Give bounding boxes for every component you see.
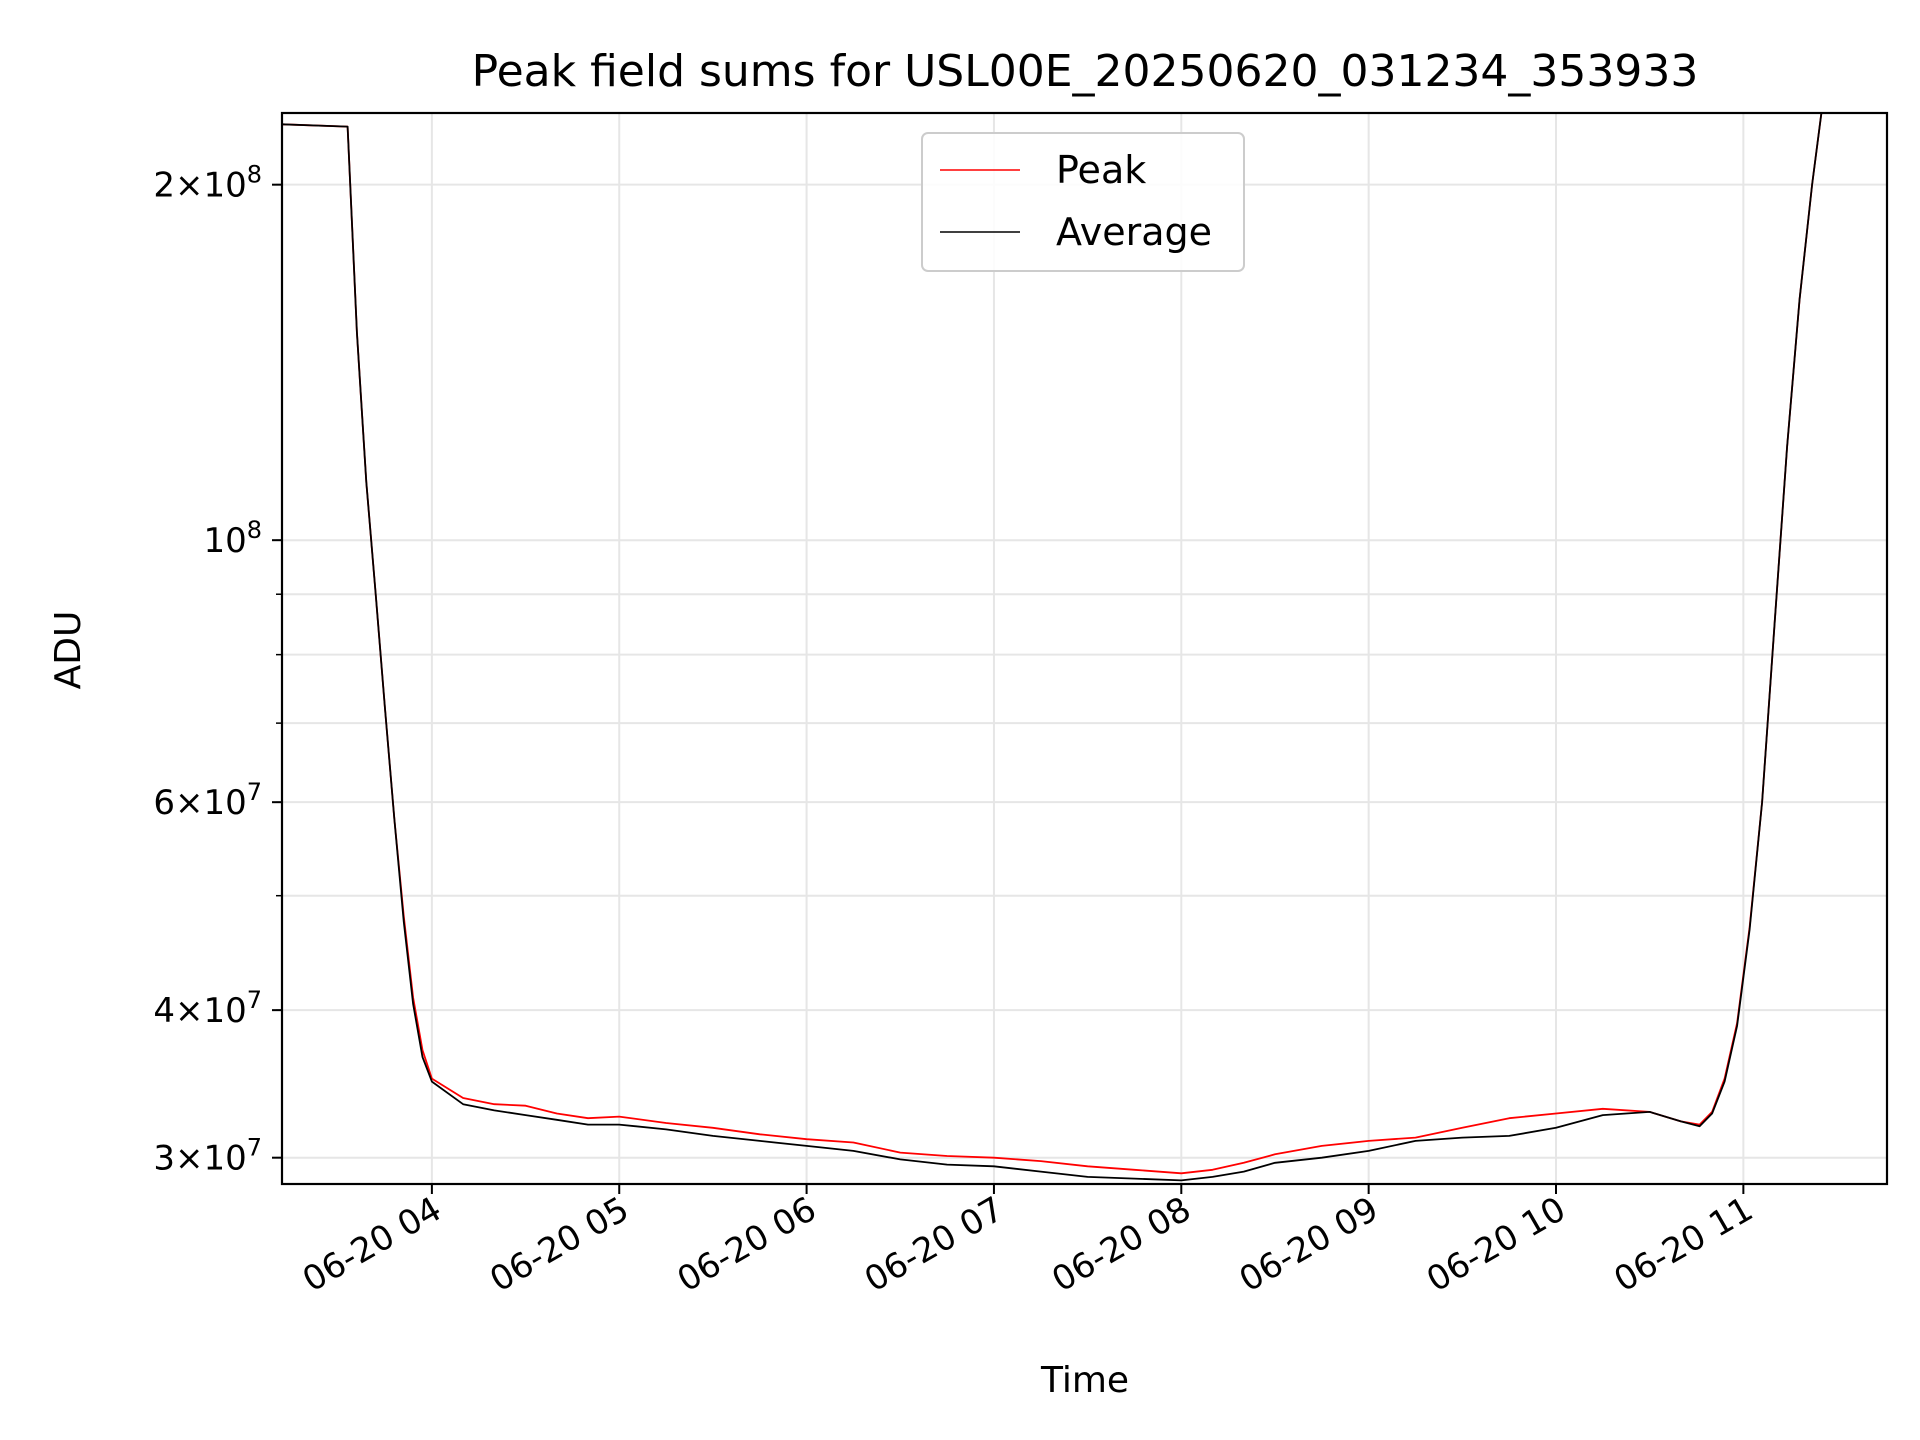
y-tick-label: 108: [203, 516, 262, 561]
legend-label-average: Average: [1056, 210, 1212, 254]
y-tick-label: 2×108: [153, 161, 262, 206]
legend: Peak Average: [921, 132, 1245, 272]
legend-label-peak: Peak: [1056, 148, 1146, 192]
y-axis-label: ADU: [48, 611, 89, 690]
y-tick-label: 6×107: [153, 778, 262, 823]
grid: [282, 113, 1887, 1184]
chart-title: Peak field sums for USL00E_20250620_0312…: [472, 46, 1699, 97]
x-axis-label: Time: [1040, 1360, 1129, 1401]
plot-frame: [280, 111, 1889, 1186]
y-axis: 3×107 4×107 6×107 108 2×108: [153, 161, 282, 1179]
y-tick-label: 4×107: [153, 986, 262, 1031]
legend-box: [921, 132, 1245, 272]
y-tick-label: 3×107: [153, 1134, 262, 1179]
series-layer: [281, 112, 1887, 1182]
series-line-average: [281, 112, 1887, 1182]
